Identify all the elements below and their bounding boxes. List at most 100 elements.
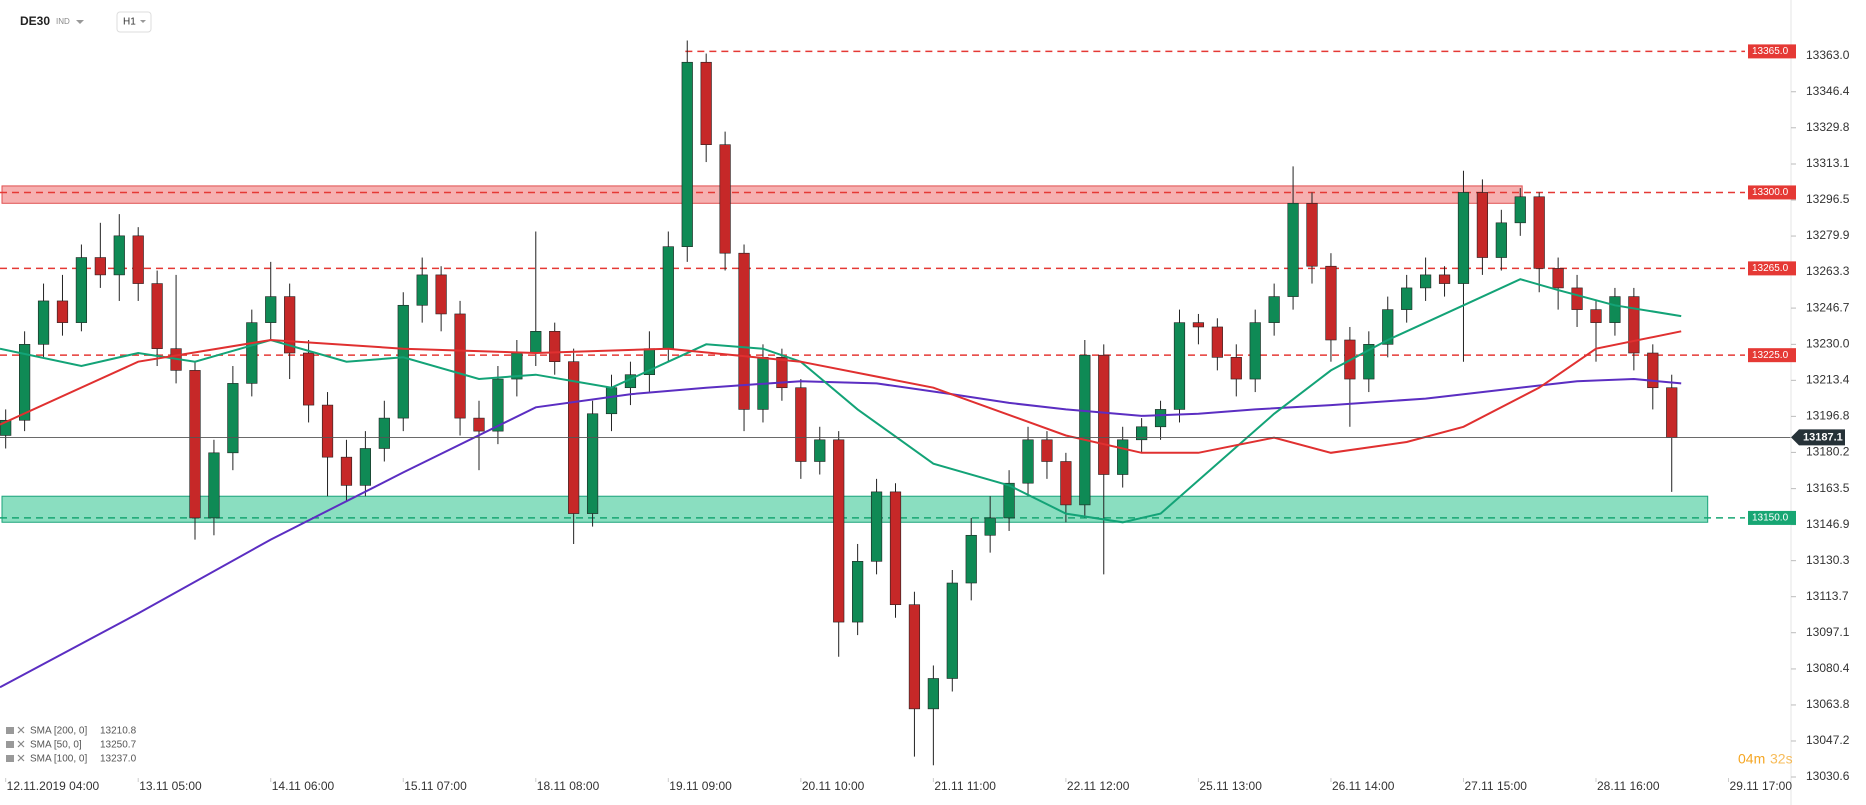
candle-body — [113, 235, 125, 276]
candle-body — [94, 257, 106, 276]
resistance-zone — [1, 185, 1523, 204]
timer-minutes: 04m — [1738, 751, 1765, 767]
candle-body — [1041, 439, 1053, 462]
y-tick-label: 13146.9 — [1806, 517, 1850, 531]
x-tick-label: 12.11.2019 04:00 — [7, 779, 100, 793]
candle-body — [1401, 287, 1413, 310]
level-label: 13265.0 — [1752, 263, 1789, 274]
candle-body — [227, 383, 239, 454]
x-tick-label: 29.11 17:00 — [1730, 779, 1793, 793]
y-tick-label: 13363.0 — [1806, 48, 1850, 62]
candle-body — [965, 534, 977, 584]
legend-name: SMA [100, 0] — [30, 754, 87, 765]
x-tick-label: 15.11 07:00 — [404, 779, 467, 793]
legend-remove — [17, 740, 25, 748]
candle-body — [814, 439, 826, 462]
candle-body — [1495, 222, 1507, 258]
candle-body — [397, 304, 409, 419]
last-price-bg — [1791, 429, 1845, 446]
candle-body — [927, 678, 939, 710]
sma-line — [0, 377, 1682, 689]
y-tick-label: 13329.8 — [1806, 120, 1850, 134]
candle-body — [302, 352, 315, 406]
candle-body — [1647, 352, 1659, 389]
candle-body — [833, 439, 845, 623]
candle-body — [1533, 196, 1545, 269]
y-tick-label: 13130.3 — [1806, 553, 1850, 567]
candle-body — [984, 517, 996, 536]
sma-line — [0, 278, 1682, 524]
x-tick-label: 18.11 08:00 — [537, 779, 600, 793]
level-label-bg — [1748, 261, 1796, 276]
candle-body — [1192, 322, 1205, 328]
candle-body — [795, 387, 807, 462]
level-label: 13225.0 — [1752, 350, 1789, 361]
candle-body — [1476, 192, 1489, 258]
candle-body — [1571, 287, 1583, 310]
y-tick-label: 13163.5 — [1806, 481, 1850, 495]
x-tick-label: 22.11 12:00 — [1067, 779, 1130, 793]
candle-body — [473, 417, 485, 432]
candle-body — [19, 344, 31, 421]
legend-remove — [17, 754, 25, 762]
candle-body — [662, 246, 674, 349]
y-tick-label: 13196.8 — [1806, 409, 1850, 423]
y-tick-label: 13213.4 — [1806, 373, 1850, 387]
candle-body — [605, 387, 618, 415]
candle-body — [1438, 274, 1451, 284]
candle-body — [37, 300, 50, 345]
candle-body — [738, 252, 750, 410]
y-tick-label: 13080.4 — [1806, 661, 1850, 675]
candle-body — [1230, 357, 1242, 380]
x-tick-label: 20.11 10:00 — [802, 779, 865, 793]
y-tick-label: 13063.8 — [1806, 697, 1850, 711]
candle-body — [1552, 268, 1564, 289]
candle-body — [416, 274, 428, 306]
candle-body — [1609, 296, 1621, 323]
legend-name: SMA [200, 0] — [30, 726, 87, 737]
candle-body — [946, 582, 958, 679]
candle-body — [1590, 309, 1602, 323]
candle-body — [284, 296, 296, 354]
x-tick-label: 26.11 14:00 — [1332, 779, 1395, 793]
symbol: DE30 — [20, 14, 50, 28]
y-tick-label: 13246.7 — [1806, 300, 1850, 314]
level-label-bg — [1748, 44, 1796, 59]
candle-body — [549, 331, 561, 362]
candle-body — [265, 296, 277, 323]
candle-body — [208, 452, 220, 519]
legend-value: 13210.8 — [100, 726, 137, 737]
candle-body — [1514, 196, 1526, 224]
candle-body — [1420, 274, 1432, 289]
interval-select[interactable] — [116, 11, 152, 33]
y-tick-label: 13113.7 — [1806, 589, 1849, 603]
y-tick-label: 13346.4 — [1806, 84, 1850, 98]
candle-body — [1136, 426, 1148, 441]
candle-body — [1382, 309, 1394, 345]
y-tick-label: 13047.2 — [1806, 733, 1850, 747]
candle-body — [56, 300, 69, 323]
level-label: 13365.0 — [1752, 46, 1789, 57]
x-tick-label: 25.11 13:00 — [1199, 779, 1262, 793]
y-tick-label: 13030.6 — [1806, 769, 1850, 783]
x-tick-label: 13.11 05:00 — [139, 779, 202, 793]
candle-body — [0, 419, 12, 436]
candle-body — [1211, 326, 1223, 358]
candle-body — [1268, 296, 1280, 323]
candle-body — [586, 413, 599, 514]
level-label: 13300.0 — [1752, 187, 1789, 198]
candle-body — [700, 61, 712, 146]
y-tick-label: 13279.9 — [1806, 228, 1850, 242]
candle-body — [776, 357, 788, 389]
candle-body — [340, 456, 353, 486]
x-tick-label: 27.11 15:00 — [1464, 779, 1527, 793]
y-tick-label: 13296.5 — [1806, 192, 1850, 206]
candle-body — [1098, 354, 1110, 475]
interval-arrow — [140, 20, 146, 23]
x-tick-label: 28.11 16:00 — [1597, 779, 1660, 793]
candle-body — [530, 331, 542, 354]
legend-remove — [17, 726, 25, 734]
dropdown-arrow[interactable] — [76, 20, 84, 24]
